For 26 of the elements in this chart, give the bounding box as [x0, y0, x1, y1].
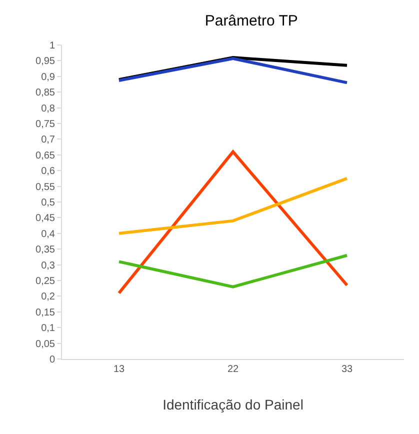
chart-title: Parâmetro TP: [204, 12, 298, 30]
y-tick-label: 0,45: [36, 213, 56, 224]
y-tick-label: 0,85: [36, 88, 56, 99]
y-tick-label: 0,95: [36, 56, 56, 68]
y-tick-label: 0,3: [41, 260, 56, 272]
y-tick-label: 0,4: [41, 228, 56, 240]
y-tick-label: 0,25: [36, 276, 56, 287]
y-tick-label: 0,05: [36, 338, 56, 350]
y-tick-label: 0,55: [36, 182, 56, 193]
y-tick-label: 0,15: [36, 307, 56, 318]
x-tick-label: 22: [227, 364, 239, 375]
y-tick-label: 0,2: [41, 292, 56, 303]
y-tick-label: 0,5: [41, 198, 56, 208]
x-tick-label: 33: [341, 364, 353, 375]
y-tick-label: 1: [49, 40, 56, 52]
x-axis-title: Identificação do Painel: [162, 396, 304, 412]
y-tick-label: 0,65: [36, 150, 56, 162]
y-tick-label: 0,7: [41, 134, 56, 146]
y-tick-label: 0,6: [41, 166, 56, 178]
y-tick-label: 0,35: [36, 244, 56, 256]
x-tick-label: 13: [113, 364, 125, 375]
y-tick-label: 0,8: [41, 103, 56, 114]
y-tick-label: 0,75: [36, 119, 56, 130]
y-tick-label: 0,9: [41, 72, 56, 83]
y-tick-label: 0,1: [41, 323, 56, 334]
y-tick-label: 0: [49, 354, 56, 366]
